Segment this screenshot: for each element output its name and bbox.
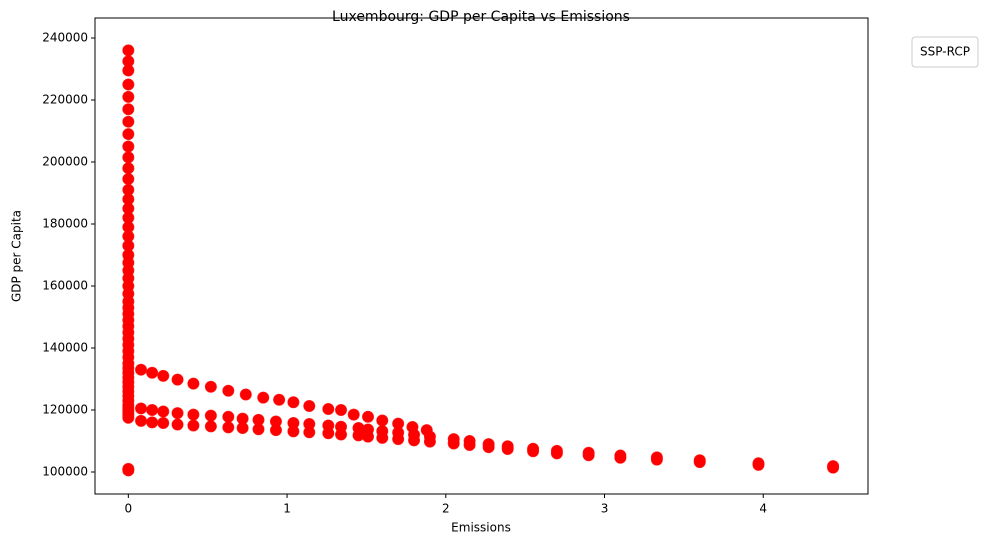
point [322,403,335,416]
point [239,388,252,401]
y-tick-label: 100000 [42,464,88,478]
point [204,420,217,433]
point [171,373,184,386]
point [135,402,148,415]
point [582,449,595,462]
plot-frame [94,17,869,495]
point [157,417,170,430]
point [146,416,159,429]
point [423,435,436,448]
point [252,423,265,436]
point [222,384,235,397]
legend-box [911,36,979,68]
point [463,439,476,452]
y-tick-label: 140000 [42,340,88,354]
y-tick-label: 240000 [42,30,88,44]
point [204,409,217,422]
point [122,151,135,164]
point [122,183,135,196]
point [376,431,389,444]
point [187,419,200,432]
point [273,393,286,406]
point [376,414,389,427]
point [392,433,405,446]
point [303,426,316,439]
point [122,462,135,475]
point [447,437,460,450]
x-tick-label: 0 [125,502,133,516]
point [222,421,235,434]
point [146,366,159,379]
point [408,434,421,447]
point [122,55,135,68]
point [171,418,184,431]
point [187,408,200,421]
point [335,428,348,441]
point [287,425,300,438]
y-tick-label: 220000 [42,92,88,106]
point [827,461,840,474]
point [122,44,135,57]
point [171,407,184,420]
x-tick-label: 4 [759,502,767,516]
y-tick-label: 180000 [42,216,88,230]
y-tick-label: 160000 [42,278,88,292]
point [157,405,170,418]
point [122,90,135,103]
point [122,78,135,91]
x-tick-label: 1 [283,502,291,516]
point [157,369,170,382]
point [257,391,270,404]
x-axis-label: Emissions [451,521,511,535]
point [693,456,706,469]
x-tick-label: 2 [442,502,450,516]
point [122,140,135,153]
point [269,424,282,437]
point [187,377,200,390]
point [322,427,335,440]
x-tick-label: 3 [601,502,609,516]
point [122,173,135,186]
point [550,447,563,460]
point [287,396,300,409]
point [303,399,316,412]
point [362,410,375,423]
point [614,451,627,464]
point [650,453,663,466]
point [146,403,159,416]
legend-title: SSP-RCP [920,45,970,59]
point [122,128,135,141]
point [482,441,495,454]
point [752,458,765,471]
point [335,403,348,416]
point [122,115,135,128]
point [135,414,148,427]
point [362,430,375,443]
point [122,162,135,175]
y-axis-label: GDP per Capita [10,210,24,302]
point [501,443,514,456]
point [122,103,135,116]
point [236,421,249,434]
y-tick-label: 120000 [42,402,88,416]
point [347,408,360,421]
point [222,410,235,423]
point [527,445,540,458]
legend: SSP-RCP [911,36,979,68]
chart-title: Luxembourg: GDP per Capita vs Emissions [332,9,630,25]
point [204,380,217,393]
point [135,363,148,376]
y-tick-label: 200000 [42,154,88,168]
